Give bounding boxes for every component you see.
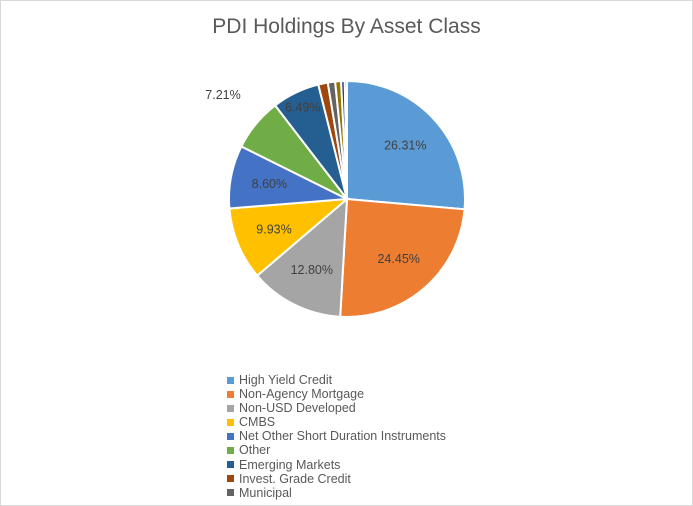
data-label-0: 26.31% bbox=[384, 139, 426, 153]
legend-item: Other bbox=[227, 443, 446, 457]
legend-swatch bbox=[227, 447, 234, 455]
pie-slice-1 bbox=[339, 197, 466, 318]
legend-item: Non-Agency Mortgage bbox=[227, 387, 446, 401]
pie-slice-3 bbox=[228, 197, 351, 277]
legend-swatch bbox=[227, 461, 234, 469]
legend-item: Net Other Short Duration Instruments bbox=[227, 429, 446, 443]
legend-swatch bbox=[227, 404, 234, 412]
legend-item: High Yield Credit bbox=[227, 373, 446, 387]
data-label-5: 7.21% bbox=[205, 88, 240, 102]
data-label-2: 12.80% bbox=[291, 263, 333, 277]
legend-item: Invest. Grade Credit bbox=[227, 472, 446, 486]
legend-item: CMBS bbox=[227, 415, 446, 429]
data-label-3: 9.93% bbox=[256, 222, 291, 236]
pie-slice-2 bbox=[255, 196, 349, 318]
legend-label: Other bbox=[239, 443, 271, 458]
pie-slice-0 bbox=[346, 79, 466, 211]
data-label-1: 24.45% bbox=[377, 252, 419, 266]
legend-label: Municipal bbox=[239, 485, 292, 500]
legend-label: CMBS bbox=[239, 415, 276, 430]
data-label-4: 8.60% bbox=[252, 177, 287, 191]
chart-title: PDI Holdings By Asset Class bbox=[212, 15, 481, 38]
legend-item: Non-USD Developed bbox=[227, 401, 446, 415]
legend-item: Emerging Markets bbox=[227, 458, 446, 472]
legend-item: Municipal bbox=[227, 486, 446, 500]
legend-swatch bbox=[227, 432, 234, 440]
legend-swatch bbox=[227, 390, 234, 398]
pie-slice-11 bbox=[343, 79, 348, 200]
legend-swatch bbox=[227, 489, 234, 497]
legend-label: Invest. Grade Credit bbox=[239, 471, 351, 486]
legend-label: Net Other Short Duration Instruments bbox=[239, 429, 447, 444]
legend-swatch bbox=[227, 376, 234, 384]
legend-label: High Yield Credit bbox=[239, 373, 333, 387]
legend-swatch bbox=[227, 418, 234, 426]
data-label-6: 6.49% bbox=[285, 101, 320, 115]
legend-label: Non-USD Developed bbox=[239, 401, 356, 416]
legend-label: Emerging Markets bbox=[239, 457, 341, 472]
legend: High Yield Credit Non-Agency Mortgage Non-… bbox=[227, 373, 446, 500]
legend-label: Non-Agency Mortgage bbox=[239, 387, 365, 402]
legend-swatch bbox=[227, 475, 234, 483]
